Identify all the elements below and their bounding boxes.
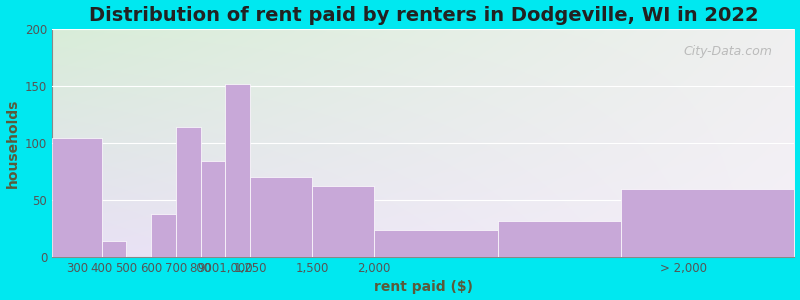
X-axis label: rent paid ($): rent paid ($) xyxy=(374,280,473,294)
Bar xyxy=(312,186,374,257)
Bar xyxy=(52,138,102,257)
Bar xyxy=(374,230,498,257)
Bar xyxy=(201,161,226,257)
Bar xyxy=(622,189,794,257)
Bar xyxy=(151,214,176,257)
Bar xyxy=(102,241,126,257)
Bar xyxy=(498,220,622,257)
Bar xyxy=(176,127,201,257)
Bar xyxy=(250,177,312,257)
Title: Distribution of rent paid by renters in Dodgeville, WI in 2022: Distribution of rent paid by renters in … xyxy=(89,6,758,25)
Y-axis label: households: households xyxy=(6,98,19,188)
Text: City-Data.com: City-Data.com xyxy=(683,45,772,58)
Bar xyxy=(226,84,250,257)
